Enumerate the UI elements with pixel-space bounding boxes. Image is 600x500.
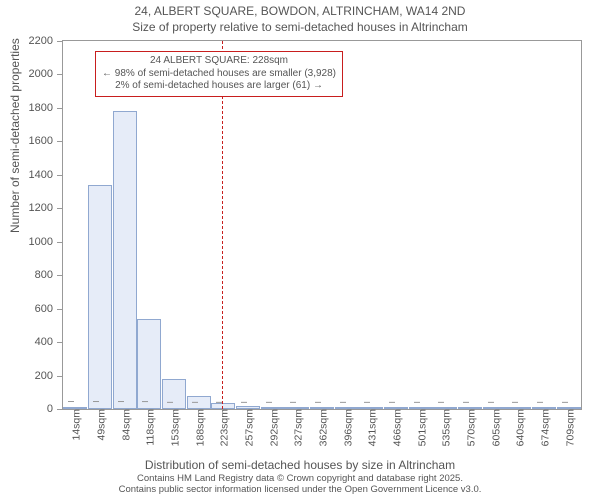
y-tick: 1200 [13,202,63,214]
title-line2: Size of property relative to semi-detach… [0,20,600,36]
x-tick: 640sqm [508,409,527,446]
x-tick: 501sqm [409,409,428,446]
annotation-line2: ← 98% of semi-detached houses are smalle… [102,68,336,81]
x-tick: 396sqm [335,409,354,446]
footer-line2: Contains public sector information licen… [0,485,600,496]
y-tick: 1600 [13,135,63,147]
y-tick: 1800 [13,102,63,114]
x-tick: 709sqm [557,409,576,446]
x-tick: 188sqm [187,409,206,446]
bar [162,379,186,409]
y-tick: 2200 [13,35,63,47]
y-tick: 400 [13,336,63,348]
bar [88,185,112,409]
x-tick: 570sqm [459,409,478,446]
x-tick: 431sqm [360,409,379,446]
x-tick: 466sqm [385,409,404,446]
x-axis-label: Distribution of semi-detached houses by … [0,458,600,472]
x-tick: 674sqm [533,409,552,446]
x-tick: 257sqm [237,409,256,446]
y-tick: 1400 [13,169,63,181]
x-tick: 14sqm [64,409,83,441]
bar [113,111,137,409]
x-tick: 153sqm [163,409,182,446]
footer: Contains HM Land Registry data © Crown c… [0,474,600,496]
bar [187,396,211,409]
annotation-box: 24 ALBERT SQUARE: 228sqm ← 98% of semi-d… [95,51,343,97]
y-tick: 2000 [13,68,63,80]
x-tick: 292sqm [261,409,280,446]
x-tick: 362sqm [311,409,330,446]
figure: 24, ALBERT SQUARE, BOWDON, ALTRINCHAM, W… [0,0,600,500]
y-tick: 600 [13,303,63,315]
y-tick: 800 [13,269,63,281]
plot-area: 24 ALBERT SQUARE: 228sqm ← 98% of semi-d… [62,40,582,410]
annotation-line3: 2% of semi-detached houses are larger (6… [102,80,336,93]
title-line1: 24, ALBERT SQUARE, BOWDON, ALTRINCHAM, W… [0,4,600,20]
x-tick: 535sqm [434,409,453,446]
x-tick: 118sqm [138,409,157,446]
annotation-line1: 24 ALBERT SQUARE: 228sqm [102,55,336,68]
x-tick: 84sqm [113,409,132,441]
x-tick: 327sqm [286,409,305,446]
x-tick: 223sqm [212,409,231,446]
x-tick: 605sqm [483,409,502,446]
title-block: 24, ALBERT SQUARE, BOWDON, ALTRINCHAM, W… [0,4,600,35]
x-tick: 49sqm [89,409,108,441]
y-tick: 1000 [13,236,63,248]
y-tick: 0 [13,403,63,415]
y-tick: 200 [13,370,63,382]
bar [137,319,161,409]
